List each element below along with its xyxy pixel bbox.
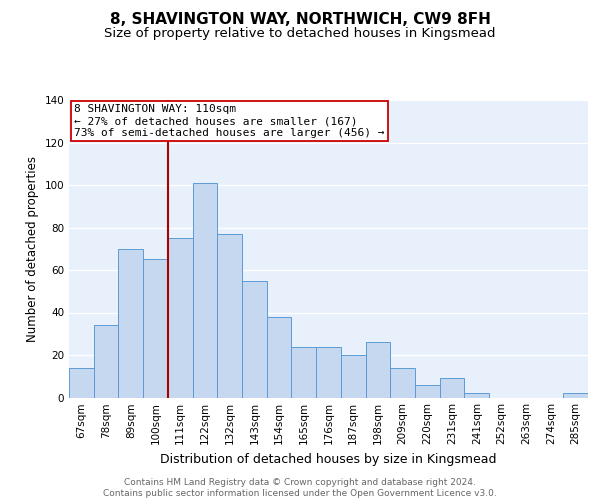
Bar [563,393,588,398]
Bar [365,342,390,398]
Bar [168,238,193,398]
Bar [341,355,365,398]
Bar [390,368,415,398]
Bar [464,393,489,398]
Bar [242,280,267,398]
Bar [415,385,440,398]
Text: 8 SHAVINGTON WAY: 110sqm
← 27% of detached houses are smaller (167)
73% of semi-: 8 SHAVINGTON WAY: 110sqm ← 27% of detach… [74,104,385,138]
Bar [69,368,94,398]
Bar [193,183,217,398]
Bar [118,249,143,398]
Bar [143,260,168,398]
Bar [292,346,316,398]
Text: 8, SHAVINGTON WAY, NORTHWICH, CW9 8FH: 8, SHAVINGTON WAY, NORTHWICH, CW9 8FH [110,12,490,28]
Bar [267,317,292,398]
Bar [316,346,341,398]
Bar [440,378,464,398]
Y-axis label: Number of detached properties: Number of detached properties [26,156,39,342]
Text: Contains HM Land Registry data © Crown copyright and database right 2024.
Contai: Contains HM Land Registry data © Crown c… [103,478,497,498]
X-axis label: Distribution of detached houses by size in Kingsmead: Distribution of detached houses by size … [160,453,497,466]
Text: Size of property relative to detached houses in Kingsmead: Size of property relative to detached ho… [104,28,496,40]
Bar [217,234,242,398]
Bar [94,325,118,398]
